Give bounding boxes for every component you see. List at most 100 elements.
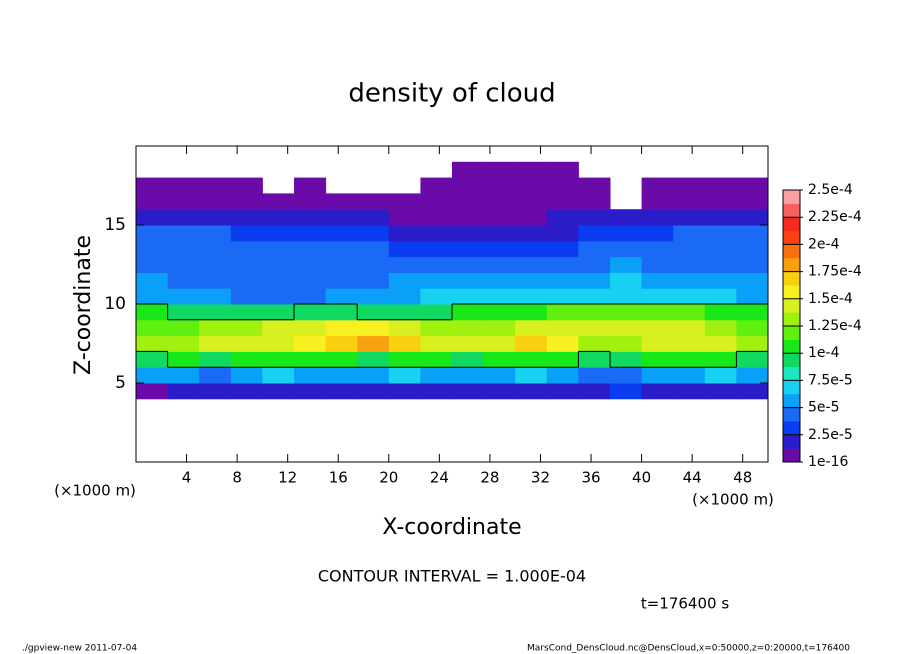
cell [294,351,327,368]
cell [736,240,769,258]
cell [515,225,548,242]
cell [641,351,674,368]
cell [610,319,643,337]
cell [199,209,232,226]
cell [325,304,358,321]
cell [736,351,769,368]
cell [641,319,674,337]
cell [483,193,516,210]
cell [357,240,390,258]
cell [230,383,263,400]
colorbar-label: 7.5e-5 [808,372,853,388]
cell [610,304,643,321]
cell [546,288,579,305]
cell [388,209,421,226]
cell [546,161,579,179]
cell [388,193,421,210]
cell [167,177,200,194]
cell [262,193,295,210]
cell [515,256,548,273]
cell [357,209,390,226]
colorbar-label: 5e-5 [808,400,839,416]
cell [673,256,706,273]
cell [357,225,390,242]
cell [262,319,295,337]
cell [230,304,263,321]
cell [483,240,516,258]
x-tick-label: 32 [531,469,550,487]
time-note: t=176400 s [641,595,729,613]
cell [578,335,611,352]
cell [610,272,643,289]
cell [641,193,674,210]
colorbar-band [783,421,800,436]
x-tick-label: 12 [278,469,297,487]
cell [704,209,737,226]
x-tick-label: 40 [632,469,651,487]
cell [420,288,453,305]
colorbar-band [783,312,800,327]
cell [483,367,516,384]
cell [167,272,200,289]
colorbar-label: 2.5e-5 [808,427,853,443]
colorbar-band [783,353,800,368]
cell [262,367,295,384]
cell [515,351,548,368]
colorbar-band [783,448,800,463]
cell [483,272,516,289]
cell [452,193,485,210]
colorbar-label: 1.25e-4 [808,318,862,334]
colorbar-band [783,258,800,272]
cell [641,288,674,305]
colorbar-band [783,366,800,381]
cell [420,351,453,368]
cell [325,272,358,289]
cell [483,209,516,226]
cell [736,319,769,337]
cell [294,383,327,400]
cell [325,240,358,258]
cell [736,304,769,321]
cell [294,193,327,210]
cell [452,319,485,337]
cell [136,351,169,368]
cell [420,225,453,242]
cell [483,335,516,352]
x-tick-label: 28 [480,469,499,487]
cell [452,288,485,305]
cell [546,304,579,321]
cell [641,272,674,289]
cell [578,193,611,210]
cell [230,225,263,242]
x-tick-label: 16 [329,469,348,487]
cell [641,335,674,352]
cell [420,240,453,258]
cell [452,351,485,368]
cell [515,288,548,305]
cell [388,367,421,384]
colorbar-label: 2e-4 [808,236,840,252]
cell [704,304,737,321]
cell [546,225,579,242]
cell [420,383,453,400]
cell [420,209,453,226]
cell [325,367,358,384]
cell [673,367,706,384]
cell [294,288,327,305]
cell [736,383,769,400]
cell [262,304,295,321]
cell [704,256,737,273]
cell [546,240,579,258]
cell [294,367,327,384]
cell [610,288,643,305]
cell [199,367,232,384]
cell [483,288,516,305]
cell [262,240,295,258]
cell [136,272,169,289]
cell [136,240,169,258]
cell [325,288,358,305]
cell [230,367,263,384]
cell [262,383,295,400]
cell [452,272,485,289]
cell [452,177,485,194]
